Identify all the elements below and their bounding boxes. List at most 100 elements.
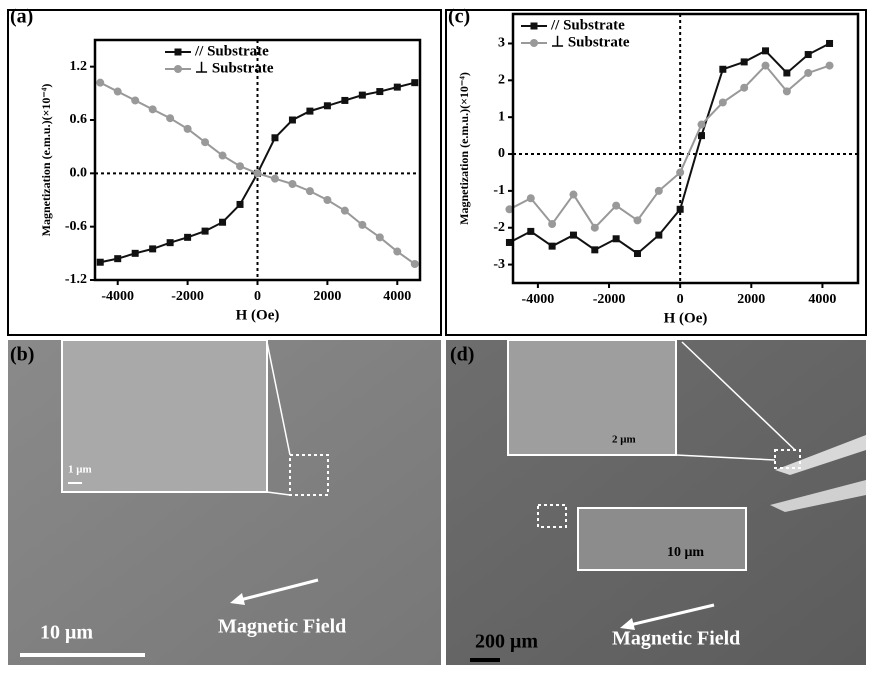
- zoom-line: [681, 341, 796, 451]
- marker: [393, 83, 401, 91]
- inset-scale: 10 μm: [667, 545, 704, 560]
- inset-scale: 2 μm: [612, 434, 636, 446]
- y-tick-label: -1: [493, 183, 505, 198]
- legend-marker: [174, 48, 182, 56]
- arrow-head: [620, 618, 635, 630]
- x-tick-label: 4000: [808, 292, 836, 307]
- arrow-head: [230, 593, 245, 605]
- marker: [393, 247, 402, 256]
- marker: [782, 87, 791, 96]
- marker: [114, 255, 122, 263]
- y-tick-label: 0: [498, 146, 505, 161]
- series-line: [508, 42, 831, 255]
- plot-frame: [511, 12, 860, 285]
- marker: [149, 245, 157, 253]
- panel-label: (b): [10, 344, 34, 366]
- marker: [411, 79, 419, 87]
- marker: [288, 180, 297, 188]
- arrow-label: Magnetic Field: [218, 616, 346, 638]
- marker: [306, 107, 314, 115]
- marker: [740, 58, 748, 66]
- y-tick-label: 3: [498, 36, 505, 51]
- x-tick-label: -4000: [522, 292, 555, 307]
- panel-label: (c): [448, 6, 470, 28]
- marker: [826, 39, 834, 47]
- scale-label: 200 μm: [475, 631, 538, 653]
- panel-label: (a): [10, 6, 33, 28]
- legend-marker: [530, 22, 538, 30]
- series-line: [508, 64, 830, 230]
- inset: [507, 339, 677, 456]
- inset-scale: 1 μm: [68, 464, 92, 476]
- zoom-box: [289, 454, 329, 496]
- marker: [569, 190, 578, 199]
- y-tick-label: 0.0: [70, 166, 88, 181]
- marker: [271, 134, 279, 142]
- marker: [654, 186, 663, 195]
- sem-image: 1 μm (b) 10 μm Magnetic Field: [8, 339, 441, 665]
- y-tick-label: 1.2: [70, 59, 88, 74]
- marker: [96, 258, 104, 266]
- marker: [569, 231, 577, 239]
- marker: [548, 242, 556, 250]
- marker: [804, 51, 812, 59]
- marker: [527, 227, 535, 235]
- marker: [358, 91, 366, 99]
- y-tick-label: -2: [493, 220, 505, 235]
- marker: [131, 249, 139, 257]
- y-tick-label: -3: [493, 257, 505, 272]
- x-tick-label: 0: [677, 292, 684, 307]
- marker: [166, 239, 174, 247]
- panel-label: (d): [450, 344, 474, 366]
- marker: [288, 116, 296, 124]
- x-tick-label: 0: [254, 289, 261, 304]
- y-tick-label: 2: [498, 73, 505, 88]
- x-tick-label: 2000: [313, 289, 341, 304]
- plot-frame: [93, 38, 422, 282]
- legend-label: ⊥ Substrate: [195, 60, 274, 76]
- marker: [201, 227, 209, 235]
- legend-label: // Substrate: [550, 17, 625, 33]
- marker: [698, 132, 706, 140]
- x-axis-label: H (Oe): [236, 307, 280, 323]
- marker: [201, 138, 210, 147]
- inset: [61, 339, 268, 493]
- marker: [783, 69, 791, 77]
- marker: [113, 87, 122, 96]
- crystal: [775, 435, 866, 475]
- zoom-line: [675, 454, 776, 461]
- marker: [590, 223, 599, 232]
- marker: [131, 96, 140, 105]
- marker: [270, 174, 279, 183]
- marker: [612, 201, 621, 210]
- marker: [410, 260, 419, 268]
- y-axis-label: Magnetization (e.m.u.)(×10⁻⁴): [457, 72, 471, 225]
- marker: [96, 78, 105, 87]
- marker: [376, 88, 384, 96]
- x-axis-label: H (Oe): [664, 310, 708, 326]
- field-arrow: [629, 603, 715, 627]
- marker: [761, 61, 770, 70]
- y-tick-label: -0.6: [65, 219, 87, 234]
- marker: [633, 216, 642, 225]
- marker: [184, 233, 192, 241]
- legend-label: ⊥ Substrate: [551, 34, 630, 50]
- scale-label: 10 μm: [40, 622, 93, 644]
- y-axis-label: Magnetization (e.m.u.)(×10⁻⁴): [39, 84, 53, 237]
- marker: [358, 220, 367, 229]
- marker: [676, 205, 684, 213]
- legend-marker: [530, 39, 538, 47]
- marker: [804, 68, 813, 77]
- marker: [323, 196, 332, 204]
- marker: [719, 65, 727, 73]
- marker: [505, 238, 513, 246]
- arrow-label: Magnetic Field: [612, 628, 740, 650]
- legend-marker: [174, 65, 182, 73]
- legend-label: // Substrate: [194, 43, 269, 59]
- marker: [612, 235, 620, 243]
- x-tick-label: -2000: [171, 289, 204, 304]
- zoom-box: [774, 449, 801, 469]
- x-tick-label: 2000: [737, 292, 765, 307]
- marker: [148, 105, 157, 114]
- marker: [183, 124, 192, 133]
